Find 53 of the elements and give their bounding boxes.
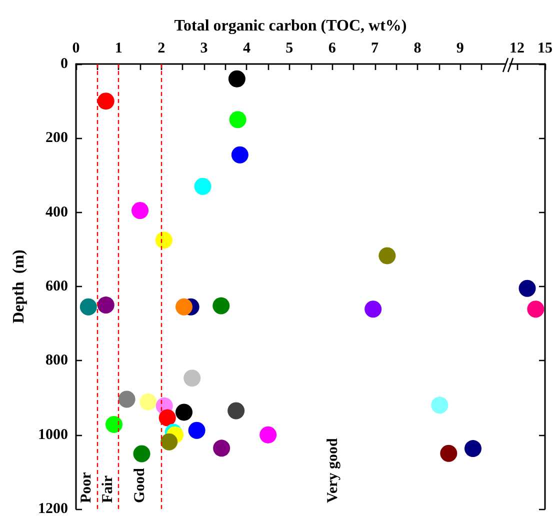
point	[176, 298, 192, 316]
x-tick-label: 0	[72, 40, 80, 56]
annotation: Fair	[100, 475, 116, 503]
point	[231, 146, 248, 164]
point	[464, 440, 482, 458]
x-tick-label: 2	[158, 40, 166, 56]
point	[155, 232, 172, 249]
point	[260, 426, 277, 444]
point	[158, 409, 176, 426]
point	[97, 296, 114, 314]
x-tick-label: 12	[510, 40, 524, 56]
x-axis-title: Total organic carbon (TOC, wt%)	[174, 18, 407, 34]
point	[213, 440, 230, 457]
point	[431, 396, 448, 414]
point	[378, 247, 396, 264]
y-tick-label: 800	[46, 352, 68, 369]
y-tick-label: 600	[46, 278, 68, 294]
point	[194, 178, 212, 195]
y-tick-label: 400	[46, 204, 68, 220]
point	[133, 445, 150, 462]
point	[160, 433, 178, 450]
point	[364, 300, 382, 318]
point	[80, 298, 97, 316]
x-tick-label: 15	[538, 40, 552, 56]
point	[228, 70, 246, 88]
point	[440, 444, 458, 462]
point	[212, 297, 230, 314]
y-tick-label: 1000	[38, 426, 68, 443]
point	[132, 202, 149, 219]
point	[188, 422, 206, 439]
x-tick-label: 8	[414, 40, 422, 56]
point	[106, 416, 122, 433]
y-axis-title: Depth (m)	[10, 250, 28, 324]
annotation: Good	[132, 467, 148, 503]
point	[118, 390, 136, 408]
annotation: Very good	[325, 437, 342, 503]
x-tick-label: 4	[242, 40, 251, 56]
x-tick-label: 1	[114, 40, 122, 56]
y-tick-label: 1200	[38, 501, 68, 517]
x-tick-label: 5	[286, 40, 294, 56]
annotation: Poor	[78, 472, 95, 503]
point	[176, 404, 192, 421]
y-tick-label: 200	[46, 130, 68, 146]
point	[229, 111, 246, 128]
x-tick-label: 6	[328, 40, 336, 56]
x-tick-label: 7	[371, 40, 380, 56]
point	[228, 402, 245, 420]
x-tick-label: 3	[200, 40, 208, 56]
x-tick-label: 9	[456, 40, 464, 56]
point	[184, 370, 201, 387]
point	[97, 92, 114, 110]
point	[140, 393, 157, 410]
y-tick-label: 0	[60, 56, 68, 72]
